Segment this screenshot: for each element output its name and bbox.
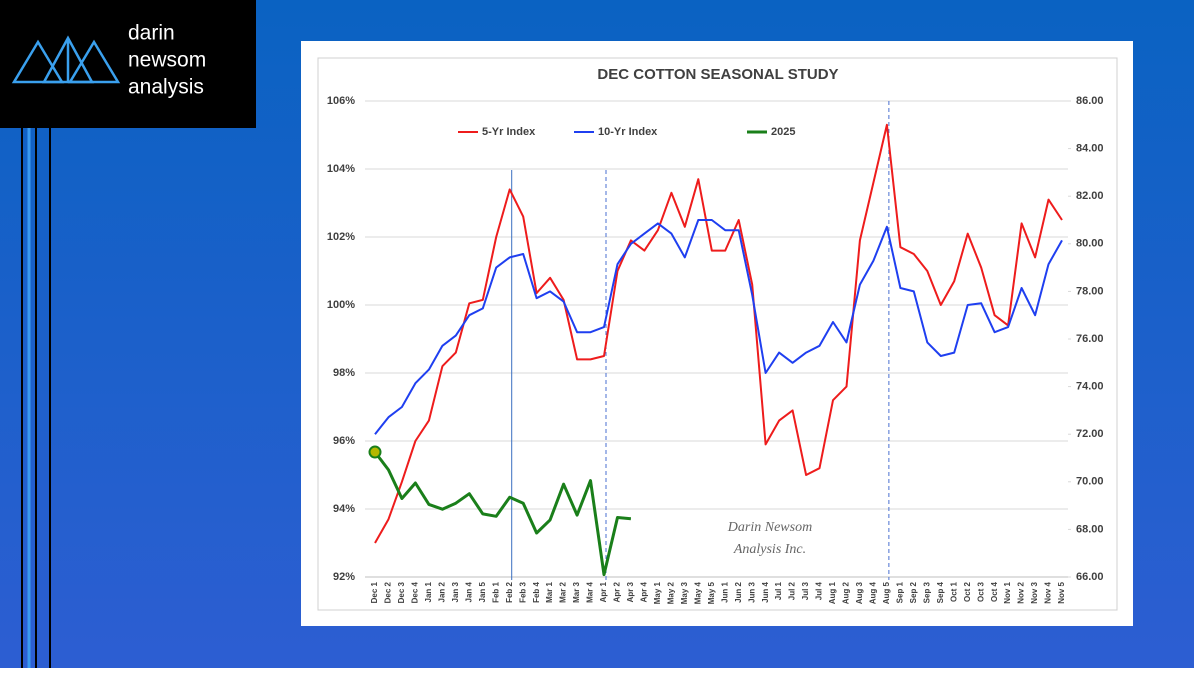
x-tick-label: Jul 4	[815, 581, 824, 600]
y2-tick-label: 76.00	[1076, 333, 1104, 345]
y-tick-label: 104%	[327, 163, 355, 175]
x-tick-label: Apr 1	[599, 581, 608, 602]
logo-icon	[11, 35, 121, 84]
watermark: Analysis Inc.	[733, 542, 806, 557]
legend-label: 10-Yr Index	[598, 126, 658, 138]
x-tick-label: Nov 1	[1003, 581, 1012, 603]
y-tick-label: 94%	[333, 503, 355, 515]
x-tick-label: Jun 3	[747, 581, 756, 602]
x-tick-label: Dec 1	[370, 581, 379, 603]
x-tick-label: Dec 3	[397, 581, 406, 603]
x-tick-label: Sep 2	[909, 581, 918, 603]
x-tick-label: Aug 1	[828, 581, 837, 604]
x-tick-label: Jun 4	[761, 581, 770, 602]
logo-box	[0, 0, 256, 128]
x-tick-label: Dec 2	[384, 581, 393, 603]
y2-tick-label: 74.00	[1076, 381, 1104, 393]
logo-text: analysis	[128, 76, 204, 99]
chart-title: DEC COTTON SEASONAL STUDY	[597, 66, 838, 83]
x-tick-label: Aug 2	[842, 581, 851, 604]
x-tick-label: Nov 4	[1044, 581, 1053, 603]
series-line	[374, 123, 1063, 544]
x-tick-label: Oct 2	[963, 581, 972, 602]
logo-text: darin	[128, 22, 175, 45]
y2-tick-label: 78.00	[1076, 285, 1104, 297]
x-tick-label: May 4	[693, 581, 702, 604]
y2-tick-label: 84.00	[1076, 143, 1104, 155]
side-lines	[21, 128, 51, 668]
x-tick-label: Feb 2	[505, 581, 514, 602]
x-tick-label: Jan 3	[451, 581, 460, 602]
x-tick-label: Mar 1	[545, 581, 554, 602]
y-tick-label: 98%	[333, 367, 355, 379]
x-tick-label: Jun 1	[720, 581, 729, 602]
x-tick-label: Jul 3	[801, 581, 810, 600]
x-tick-label: Apr 2	[613, 581, 622, 602]
y2-tick-label: 82.00	[1076, 190, 1104, 202]
x-tick-label: Mar 2	[559, 581, 568, 602]
x-tick-label: Sep 1	[895, 581, 904, 603]
x-tick-label: Feb 3	[518, 581, 527, 602]
watermark: Darin Newsom	[727, 520, 812, 535]
x-tick-label: Oct 3	[976, 581, 985, 602]
x-tick-label: Jan 4	[464, 581, 473, 602]
y2-tick-label: 72.00	[1076, 428, 1104, 440]
y2-tick-label: 80.00	[1076, 238, 1104, 250]
series-line	[373, 451, 632, 577]
y2-tick-label: 68.00	[1076, 523, 1104, 535]
chart-border	[317, 57, 1118, 611]
x-tick-label: May 5	[707, 581, 716, 604]
x-tick-label: Mar 4	[586, 581, 595, 602]
y2-tick-label: 70.00	[1076, 476, 1104, 488]
chart-panel	[301, 41, 1133, 626]
x-tick-label: Nov 5	[1057, 581, 1066, 603]
x-tick-label: Nov 3	[1030, 581, 1039, 603]
x-tick-label: Jun 2	[734, 581, 743, 602]
y-tick-label: 100%	[327, 299, 355, 311]
x-tick-label: Oct 1	[949, 581, 958, 602]
x-tick-label: Jan 5	[478, 581, 487, 602]
x-tick-label: Jul 2	[788, 581, 797, 600]
x-tick-label: Apr 4	[640, 581, 649, 602]
logo-text: newsom	[128, 49, 206, 72]
y-tick-label: 106%	[327, 95, 355, 107]
x-tick-label: Sep 3	[922, 581, 931, 603]
y2-tick-label: 86.00	[1076, 95, 1104, 107]
y-tick-label: 92%	[333, 571, 355, 583]
x-tick-label: Aug 5	[882, 581, 891, 604]
x-tick-label: May 2	[666, 581, 675, 604]
y2-tick-label: 66.00	[1076, 571, 1104, 583]
x-tick-label: Nov 2	[1017, 581, 1026, 603]
y-tick-label: 102%	[327, 231, 355, 243]
x-tick-label: May 1	[653, 581, 662, 604]
start-marker	[368, 445, 382, 459]
legend-label: 5-Yr Index	[482, 126, 536, 138]
x-tick-label: Aug 3	[855, 581, 864, 604]
x-tick-label: Jan 1	[424, 581, 433, 602]
x-tick-label: Aug 4	[869, 581, 878, 604]
x-tick-label: Jul 1	[774, 581, 783, 600]
x-tick-label: Mar 3	[572, 581, 581, 602]
x-tick-label: Oct 4	[990, 581, 999, 602]
x-tick-label: Feb 4	[532, 581, 541, 602]
x-tick-label: Apr 3	[626, 581, 635, 602]
x-tick-label: May 3	[680, 581, 689, 604]
x-tick-label: Feb 1	[491, 581, 500, 602]
y-tick-label: 96%	[333, 435, 355, 447]
x-tick-label: Jan 2	[437, 581, 446, 602]
series-line	[374, 219, 1063, 435]
x-tick-label: Dec 4	[411, 581, 420, 603]
x-tick-label: Sep 4	[936, 581, 945, 603]
legend-label: 2025	[771, 126, 795, 138]
